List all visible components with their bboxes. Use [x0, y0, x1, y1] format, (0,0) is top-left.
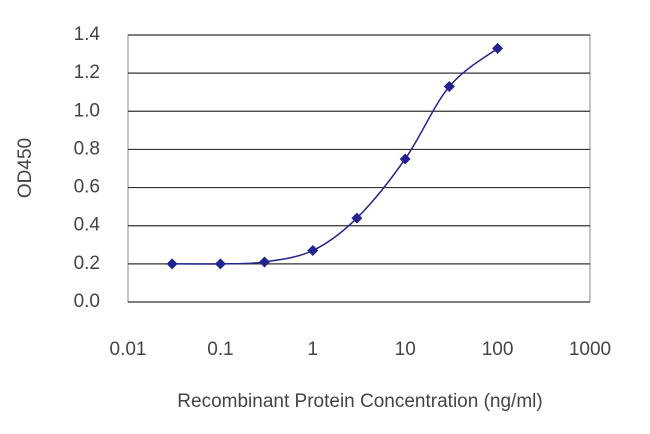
x-tick-label: 1	[308, 339, 319, 360]
y-tick-label: 0.2	[74, 253, 100, 274]
y-tick-label: 0.8	[74, 138, 100, 159]
x-tick-label: 100	[482, 339, 514, 360]
marker	[166, 258, 178, 270]
marker	[399, 153, 411, 165]
plot-frame	[127, 34, 591, 303]
curve	[172, 47, 499, 265]
y-tick-label: 0.6	[74, 177, 100, 198]
x-tick-label: 10	[395, 339, 416, 360]
marker	[307, 245, 319, 257]
y-tick-label: 1.4	[74, 24, 101, 45]
y-tick-label: 0.0	[74, 291, 100, 312]
x-tick-label: 0.01	[110, 339, 147, 360]
x-axis-label: Recombinant Protein Concentration (ng/ml…	[177, 391, 542, 412]
marker	[214, 258, 226, 270]
y-tick-label: 1.2	[74, 62, 100, 83]
x-tick-label: 1000	[569, 339, 611, 360]
marker	[443, 80, 455, 92]
marker	[492, 42, 504, 54]
marker	[351, 212, 363, 224]
y-axis-label: OD450	[15, 138, 36, 198]
x-tick-label: 0.1	[207, 339, 233, 360]
marker	[258, 256, 270, 268]
y-tick-label: 0.4	[74, 215, 101, 236]
y-tick-label: 1.0	[74, 100, 100, 121]
